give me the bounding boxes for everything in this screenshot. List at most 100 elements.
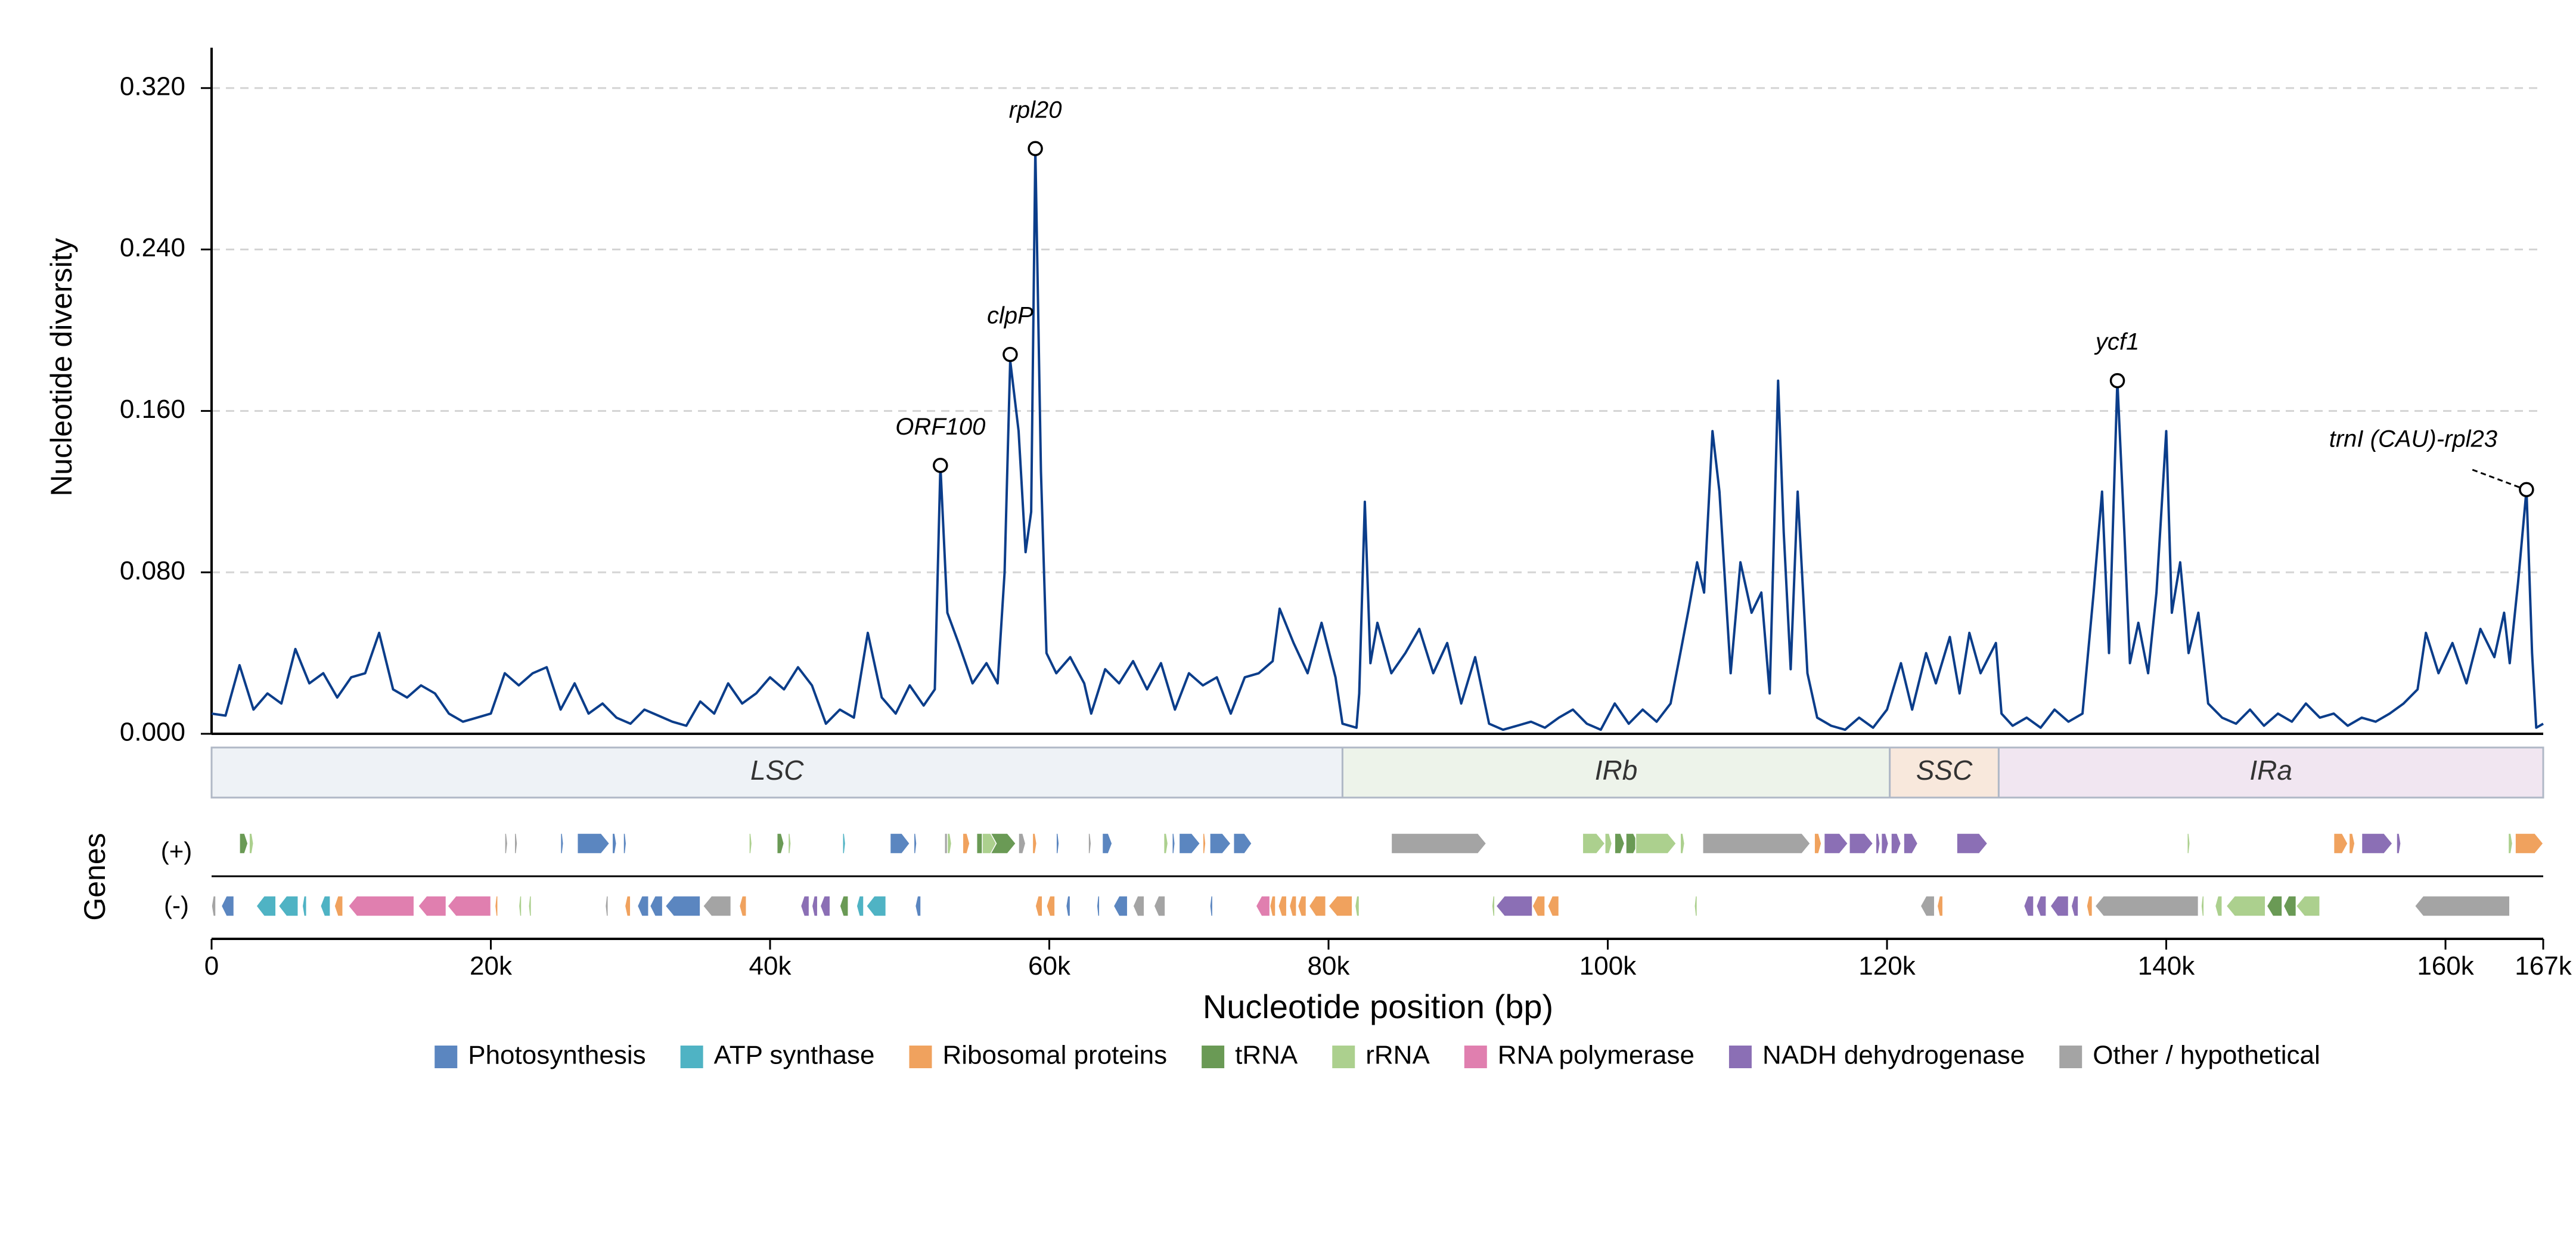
y-axis-label: Nucleotide diversity [45, 238, 78, 497]
legend-swatch-ribosomal-proteins [909, 1046, 932, 1068]
gene-block [1163, 833, 1169, 854]
gene-block [2214, 895, 2223, 917]
gene-block [1202, 833, 1206, 854]
gene-block [856, 895, 864, 917]
gene-block [820, 895, 831, 917]
legend-label-atp-synthase: ATP synthase [714, 1041, 875, 1070]
gene-block [1875, 833, 1881, 854]
gene-block [1308, 895, 1327, 917]
gene-block [1354, 895, 1360, 917]
x-tick-label: 60k [1028, 951, 1071, 981]
legend-label-trna: tRNA [1235, 1041, 1298, 1070]
gene-block [518, 895, 522, 917]
gene-block [1277, 895, 1287, 917]
gene-block [514, 833, 518, 854]
gene-block [2361, 833, 2393, 854]
gene-block [624, 895, 631, 917]
gene-block [211, 895, 216, 917]
x-tick-label: 160k [2417, 951, 2474, 981]
peak-marker [2519, 482, 2534, 498]
legend-swatch-rna-polymerase [1464, 1046, 1487, 1068]
peak-label-ycf1: ycf1 [2094, 329, 2139, 355]
diversity-line [211, 147, 2544, 731]
gene-block [2023, 895, 2034, 917]
plus-strand-label: (+) [161, 837, 193, 865]
gene-block [2333, 833, 2348, 854]
gene-block [665, 895, 701, 917]
y-gridlines [212, 87, 2543, 573]
gene-block [1178, 833, 1201, 854]
gene-block [1209, 895, 1213, 917]
gene-block [1547, 895, 1560, 917]
gene-block [446, 895, 492, 917]
gene-block [1936, 895, 1944, 917]
gene-block [637, 895, 649, 917]
gene-block [2226, 895, 2266, 917]
gene-block [1694, 895, 1698, 917]
gene-block [221, 895, 235, 917]
gene-block [962, 833, 970, 854]
peak-label-orf100: ORF100 [895, 414, 985, 440]
axes: 0.000 0.080 0.160 0.240 0.320 [120, 48, 2543, 747]
region-label-ira: IRa [2249, 755, 2292, 786]
gene-block [417, 895, 447, 917]
legend-swatch-nadh-dehydrogenase [1728, 1046, 1752, 1068]
gene-block [2396, 833, 2401, 854]
region-lsc [210, 746, 1343, 799]
gene-block [1096, 895, 1100, 917]
gene-block [787, 833, 792, 854]
gene-block [2283, 895, 2297, 917]
gene-block [2094, 895, 2199, 917]
x-tick-label: 80k [1308, 951, 1351, 981]
gene-block [504, 833, 508, 854]
gene-block [1582, 833, 1606, 854]
gene-block [1680, 833, 1686, 854]
gene-block [528, 895, 532, 917]
gene-block [1056, 833, 1060, 854]
peak-label-trni-cau-rpl23: trnI (CAU)-rpl23 [2329, 426, 2497, 452]
gene-block [914, 895, 921, 917]
gene-block [889, 833, 911, 854]
gene-block [2050, 895, 2069, 917]
gene-block [1814, 833, 1822, 854]
peak-label-clpp: clpP [987, 303, 1033, 329]
gene-block [1297, 895, 1307, 917]
gene-block [1532, 895, 1545, 917]
x-tick-label: 0 [204, 951, 219, 981]
y-tick-label: 0.240 [120, 233, 185, 262]
gene-block [839, 895, 849, 917]
gene-block [278, 895, 299, 917]
gene-block [1635, 833, 1677, 854]
gene-block [1614, 833, 1625, 854]
legend-label-rrna: rRNA [1365, 1041, 1430, 1070]
gene-block [800, 895, 810, 917]
peak-label-rpl20: rpl20 [1009, 97, 1062, 123]
gene-block [2071, 895, 2079, 917]
peak-marker [1003, 346, 1018, 362]
gene-block [302, 895, 308, 917]
gene-block [2086, 895, 2093, 917]
minus-strand-label: (-) [164, 891, 189, 919]
region-label-irb: IRb [1595, 755, 1638, 786]
gene-block [2295, 895, 2320, 917]
gene-block [1113, 895, 1128, 917]
gene-block [2348, 833, 2355, 854]
gene-block [1153, 895, 1166, 917]
gene-block [1171, 833, 1176, 854]
legend-swatch-atp-synthase [680, 1046, 703, 1068]
gene-block [249, 833, 255, 854]
gene-block [811, 895, 818, 917]
gene-block [2414, 895, 2510, 917]
peak-marker [1028, 141, 1043, 157]
gene-block [1903, 833, 1919, 854]
legend-swatch-rrna [1332, 1046, 1355, 1068]
y-tick-label: 0.080 [120, 556, 185, 585]
gene-block [1018, 833, 1026, 854]
x-tick-label: 20k [470, 951, 513, 981]
legend-label-photosynthesis: Photosynthesis [468, 1041, 645, 1070]
region-ssc [1889, 746, 2000, 799]
legend-label-nadh-dehydrogenase: NADH dehydrogenase [1762, 1041, 2025, 1070]
gene-block [1495, 895, 1533, 917]
gene-block [2266, 895, 2283, 917]
